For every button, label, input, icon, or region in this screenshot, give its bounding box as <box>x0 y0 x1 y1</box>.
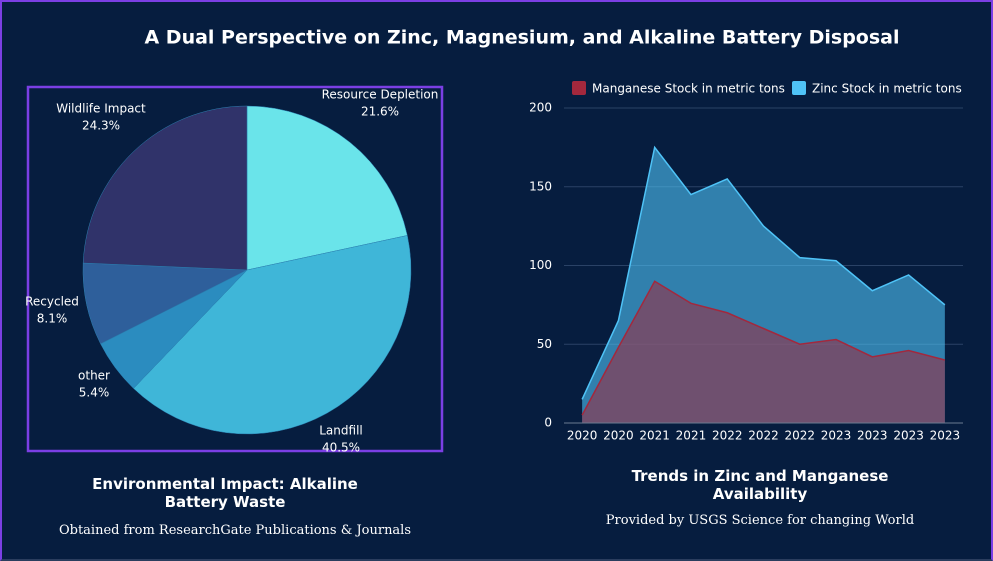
slice-label: Landfill <box>319 424 363 438</box>
pie-slice <box>82 105 248 271</box>
area-source: Provided by USGS Science for changing Wo… <box>605 513 915 528</box>
area-line <box>581 145 946 400</box>
x-tick-label: 2021 <box>676 429 707 443</box>
slice-label: other <box>78 369 110 383</box>
x-tick-label: 2023 <box>821 429 852 443</box>
x-tick-label: 2023 <box>930 429 961 443</box>
x-tick-label: 2022 <box>712 429 743 443</box>
slice-value: 21.6% <box>361 105 399 119</box>
slice-value: 8.1% <box>37 312 68 326</box>
y-tick-label: 100 <box>529 258 552 272</box>
pie-slice <box>133 235 412 435</box>
pie-slice <box>246 105 408 271</box>
slice-label: Resource Depletion <box>322 88 439 102</box>
pie-title: Environmental Impact: Alkaline Battery W… <box>92 475 358 511</box>
legend-swatch <box>792 81 806 95</box>
y-tick-label: 200 <box>529 101 552 115</box>
legend-label: Manganese Stock in metric tons <box>592 82 785 96</box>
slice-value: 5.4% <box>79 386 110 400</box>
area-line <box>581 280 946 416</box>
slice-label: Wildlife Impact <box>56 102 146 116</box>
x-tick-label: 2022 <box>784 429 815 443</box>
x-tick-label: 2023 <box>857 429 888 443</box>
y-tick-label: 150 <box>529 179 552 193</box>
pie-source: Obtained from ResearchGate Publications … <box>58 523 412 538</box>
y-tick-label: 50 <box>537 337 552 351</box>
pie-frame <box>26 85 444 453</box>
area-title: Trends in Zinc and Manganese Availabilit… <box>631 467 889 503</box>
x-tick-label: 2023 <box>893 429 924 443</box>
legend-swatch <box>572 81 586 95</box>
x-tick-label: 2020 <box>603 429 634 443</box>
y-tick-label: 0 <box>544 416 552 430</box>
legend-label: Zinc Stock in metric tons <box>812 82 962 96</box>
x-tick-label: 2021 <box>639 429 670 443</box>
slice-value: 40.5% <box>322 441 360 455</box>
area-fill <box>582 281 945 423</box>
x-tick-label: 2020 <box>567 429 598 443</box>
slice-value: 24.3% <box>82 119 120 133</box>
dashboard-title: A Dual Perspective on Zinc, Magnesium, a… <box>144 27 899 49</box>
slice-label: Recycled <box>25 295 79 309</box>
x-tick-label: 2022 <box>748 429 779 443</box>
